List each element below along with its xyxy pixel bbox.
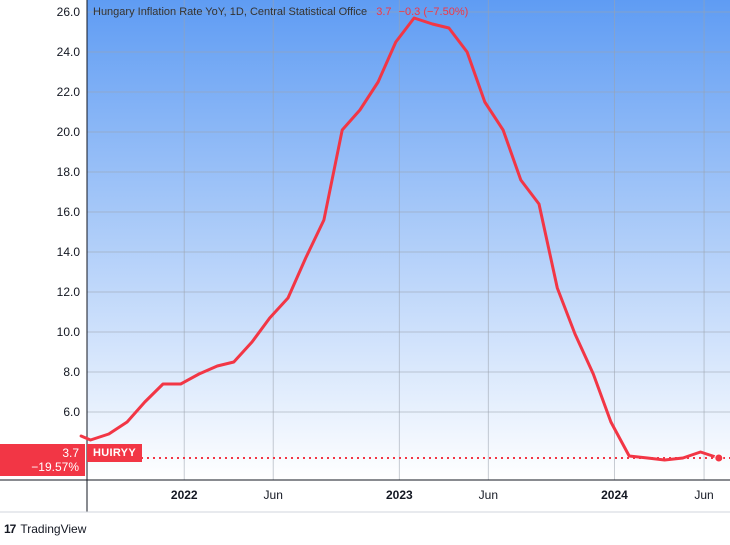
y-tick-label: 18.0 [57,165,81,179]
y-axis-labels: 6.0 8.0 10.0 12.0 14.0 16.0 18.0 20.0 22.0 24.0 26… [57,5,81,419]
price-badge: 3.7 −19.57% [0,444,85,476]
y-tick-label: 14.0 [57,245,81,259]
y-tick-label: 6.0 [63,405,80,419]
y-tick-label: 8.0 [63,365,80,379]
tradingview-logo-icon: 17 [4,522,16,536]
x-axis-labels: 2022 Jun 2023 Jun 2024 Jun [171,488,714,502]
x-tick-label: Jun [264,488,283,502]
y-tick-label: 16.0 [57,205,81,219]
legend-last-value: 3.7 [376,6,392,18]
y-tick-label: 20.0 [57,125,81,139]
series-line [79,16,721,462]
y-axis-background [0,0,87,480]
tradingview-brand[interactable]: 17 TradingView [4,520,86,538]
legend: Hungary Inflation Rate YoY, 1D, Central … [93,6,468,18]
x-tick-label: 2022 [171,488,198,502]
y-tick-label: 26.0 [57,5,81,19]
x-tick-label: 2024 [601,488,628,502]
x-tick-label: Jun [479,488,498,502]
series-layer [79,16,724,463]
y-tick-label: 12.0 [57,285,81,299]
y-tick-label: 10.0 [57,325,81,339]
x-tick-label: Jun [694,488,713,502]
y-tick-label: 24.0 [57,45,81,59]
brand-name: TradingView [20,522,87,536]
price-badge-value: 3.7 [62,446,79,460]
x-tick-label: 2023 [386,488,413,502]
y-tick-label: 22.0 [57,85,81,99]
symbol-badge: HUIRYY [87,444,142,462]
price-badge-change: −19.57% [31,460,79,474]
legend-change: −0.3 (−7.50%) [398,6,469,18]
plot-background [87,0,730,480]
last-point-marker [714,453,724,463]
grid [87,0,730,480]
legend-title: Hungary Inflation Rate YoY, 1D, Central … [93,6,368,18]
